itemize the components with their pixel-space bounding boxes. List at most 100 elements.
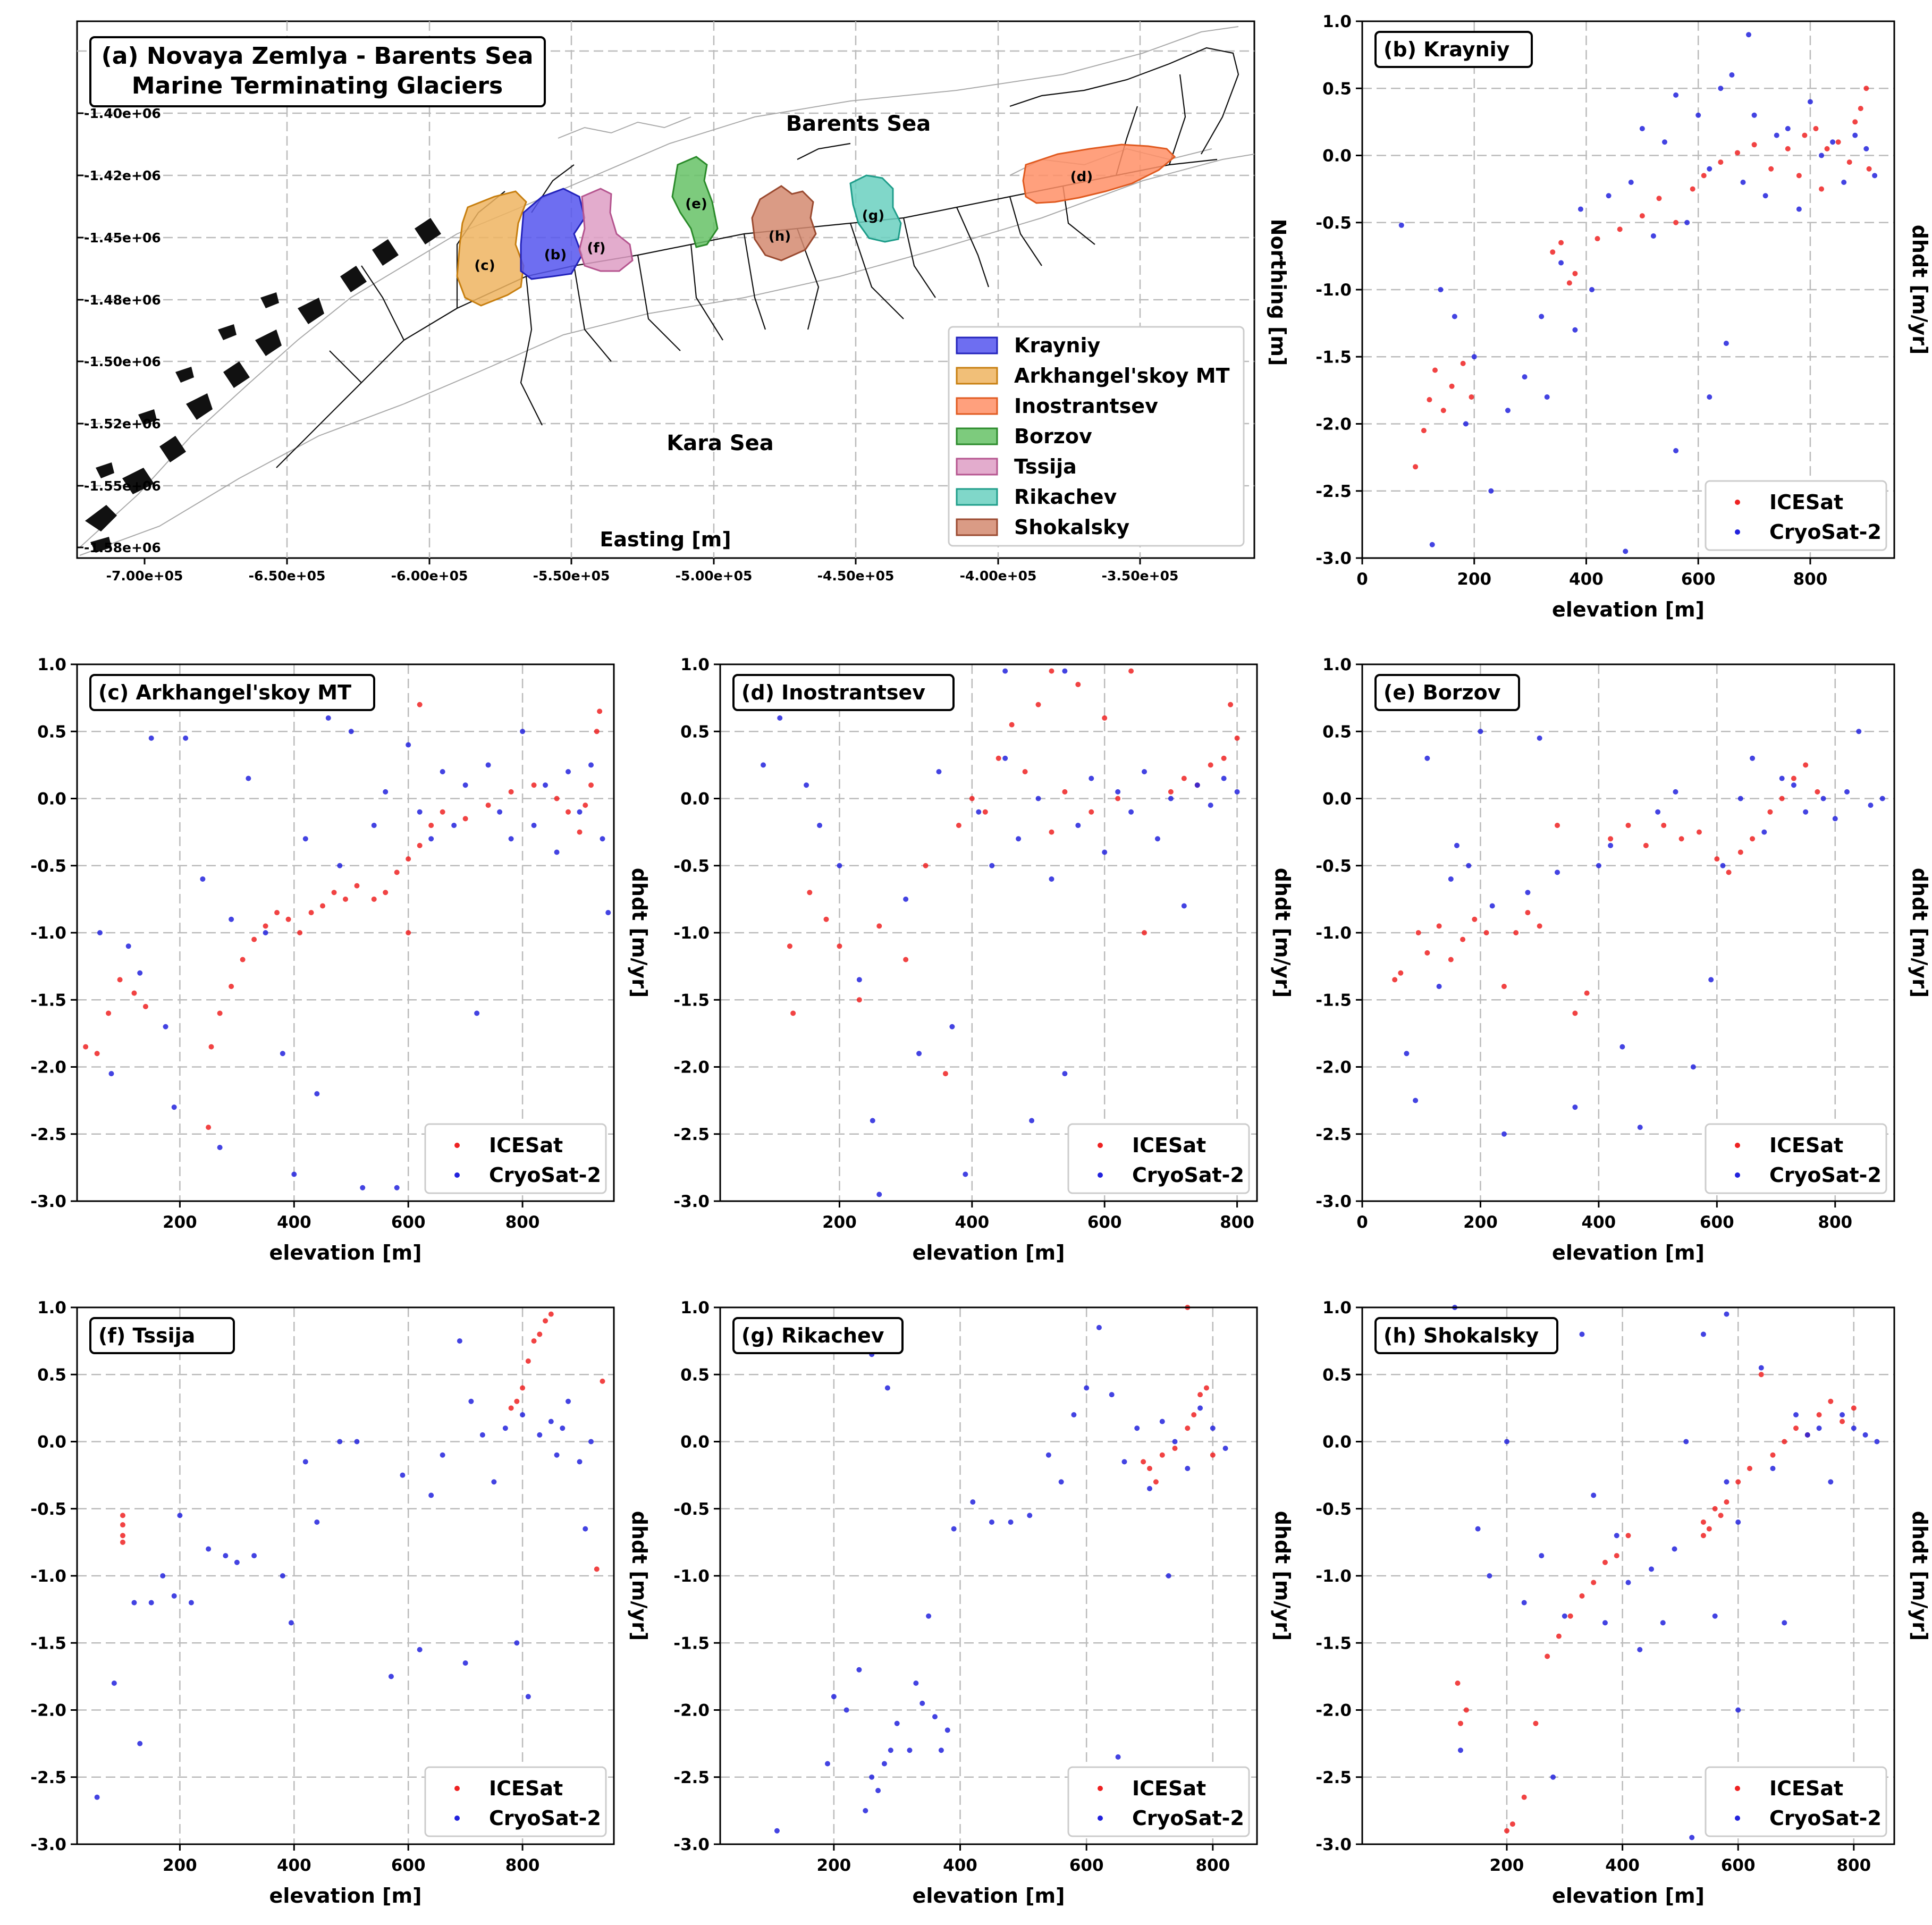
legend-label: CryoSat-2 [489, 1163, 601, 1187]
x-tick-label: 400 [943, 1856, 977, 1875]
data-point [297, 930, 303, 935]
y-tick-label: -2.0 [30, 1701, 66, 1720]
data-point [1746, 32, 1752, 38]
data-point [1392, 977, 1398, 983]
data-point [1472, 916, 1478, 922]
data-point [1448, 957, 1454, 962]
y-tick-label: 1.0 [1322, 1298, 1352, 1318]
data-point [302, 836, 308, 842]
data-point [525, 1694, 531, 1700]
data-point [1862, 1432, 1868, 1438]
data-point [926, 1613, 932, 1619]
data-point [1751, 112, 1757, 118]
data-point [1168, 796, 1174, 801]
y-tick-label: -1.5 [1315, 1634, 1352, 1653]
map-panel-a: (b) (c) (d) (e) (f) (g) (h) (a) Novaya Zemlya … [76, 20, 1290, 584]
y-tick-label: 0.0 [680, 1433, 710, 1452]
panel-title: (c) Arkhangel'skoy MT [98, 681, 351, 704]
data-point [913, 1681, 919, 1686]
y-axis-label: dhdt [m/yr] [1908, 1511, 1931, 1641]
data-point [388, 1674, 394, 1679]
series-cryosat-2 [774, 1324, 1228, 1834]
x-tick-label: 200 [822, 1213, 857, 1232]
series-icesat [1413, 86, 1872, 470]
map-x-tick-label: -4.00e+05 [960, 568, 1037, 584]
data-point [790, 1010, 796, 1016]
x-tick-label: 400 [1582, 1213, 1616, 1232]
data-point [1700, 1331, 1706, 1337]
data-point [1096, 1324, 1102, 1330]
legend-marker [1735, 1143, 1740, 1148]
data-point [944, 1727, 950, 1733]
data-point [1779, 775, 1785, 781]
data-point [942, 1071, 948, 1077]
data-point [963, 1171, 968, 1177]
data-point [142, 1003, 148, 1009]
data-point [1768, 166, 1774, 172]
data-point [932, 1714, 938, 1720]
data-point [1142, 930, 1148, 935]
data-point [508, 836, 514, 842]
data-point [1075, 823, 1081, 828]
x-tick-label: 600 [391, 1213, 426, 1232]
data-point [1762, 193, 1768, 199]
data-point [520, 729, 526, 734]
data-point [1448, 876, 1454, 882]
data-point [400, 1472, 406, 1478]
data-point [325, 715, 331, 721]
data-point [1413, 1097, 1419, 1103]
plot-legend: ICESat CryoSat-2 [424, 1123, 607, 1194]
data-point [1678, 836, 1684, 842]
data-point [1438, 287, 1444, 292]
y-tick-label: -1.0 [30, 1567, 66, 1586]
data-point [383, 890, 389, 896]
data-point [280, 1573, 285, 1578]
data-point [1779, 796, 1785, 801]
glacier-region-shokalsky [751, 185, 817, 261]
data-point [1071, 1412, 1077, 1417]
data-point [1062, 789, 1068, 795]
data-point [1427, 397, 1432, 403]
data-point [502, 1425, 508, 1431]
data-point [131, 1600, 137, 1606]
data-point [1608, 836, 1614, 842]
series-cryosat-2 [761, 668, 1240, 1197]
data-point [1758, 1365, 1764, 1371]
data-point [417, 702, 423, 707]
data-point [520, 1412, 526, 1417]
data-point [1181, 775, 1187, 781]
x-tick-label: 200 [163, 1856, 197, 1875]
data-point [451, 823, 457, 828]
y-tick-label: -2.0 [1315, 1058, 1352, 1077]
y-tick-label: 0.0 [1322, 147, 1352, 166]
data-point [417, 1647, 423, 1652]
data-point [1770, 1452, 1776, 1458]
y-tick-label: -1.0 [1315, 924, 1352, 943]
data-point [956, 823, 961, 828]
data-point [1488, 488, 1494, 494]
data-point [217, 1010, 223, 1016]
data-point [1729, 72, 1735, 78]
data-point [354, 883, 360, 889]
panel-title: (h) Shokalsky [1383, 1324, 1539, 1347]
y-tick-label: 0.0 [1322, 790, 1352, 809]
data-point [1639, 126, 1645, 131]
data-point [825, 1761, 830, 1767]
y-tick-label: 0.5 [680, 1365, 710, 1384]
plot-frame [1361, 663, 1895, 1202]
data-point [777, 715, 783, 721]
data-point [1673, 789, 1678, 795]
data-point [1522, 374, 1528, 380]
data-point [969, 796, 975, 801]
data-point [1584, 990, 1590, 996]
y-tick-label: -1.0 [1315, 1567, 1352, 1586]
x-tick-label: 400 [277, 1213, 311, 1232]
legend-swatch [956, 488, 998, 506]
data-point [949, 1024, 955, 1029]
data-point [1429, 542, 1435, 547]
data-point [1820, 796, 1826, 801]
data-point [600, 1378, 605, 1384]
y-tick-label: -3.0 [1315, 549, 1352, 568]
legend-label: ICESat [489, 1777, 563, 1800]
data-point [1737, 849, 1743, 855]
